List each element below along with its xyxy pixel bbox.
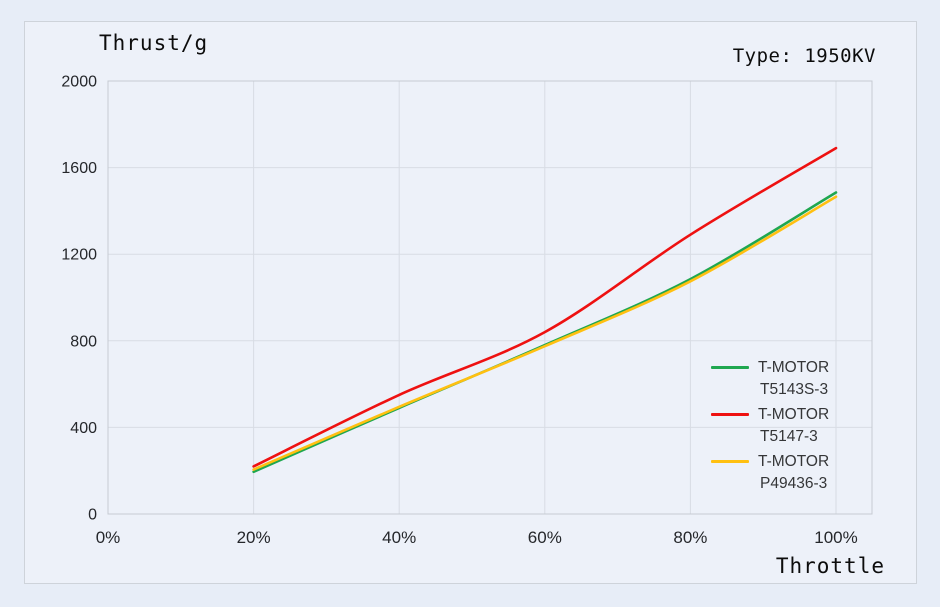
plot-border (107, 80, 873, 515)
y-tick-label: 800 (70, 333, 97, 350)
x-tick-label: 40% (382, 528, 416, 547)
motor-type-label: Type: 1950KV (732, 45, 876, 67)
y-tick-label: 1600 (61, 160, 97, 177)
legend-swatch (711, 366, 749, 369)
legend-swatch (711, 460, 749, 463)
y-tick-label: 2000 (61, 74, 97, 91)
legend: T-MOTOR T5143S-3 T-MOTOR T5147-3 T-MOTOR P494… (711, 357, 829, 498)
legend-label-line1: T-MOTOR (758, 453, 830, 470)
legend-label-line2: P49436-3 (760, 475, 828, 492)
x-tick-label: 100% (814, 528, 857, 547)
legend-item: T-MOTOR T5143S-3 (711, 357, 829, 401)
x-tick-label: 80% (673, 528, 707, 547)
x-axis-label: Throttle (775, 554, 885, 578)
series-line-p49436-3 (252, 195, 838, 471)
series-line-t5147-3 (252, 146, 838, 468)
x-tick-label: 0% (96, 528, 121, 547)
legend-label: T-MOTOR P49436-3 (758, 451, 829, 495)
legend-item: T-MOTOR P49436-3 (711, 451, 829, 495)
legend-label-line1: T-MOTOR (758, 359, 830, 376)
legend-label-line1: T-MOTOR (758, 406, 830, 423)
y-tick-label: 1200 (61, 247, 97, 264)
chart-title: Thrust/g (99, 31, 209, 55)
legend-label-line2: T5147-3 (760, 428, 818, 445)
y-tick-label: 400 (70, 420, 97, 437)
y-tick-label: 0 (88, 507, 97, 524)
chart-panel (24, 21, 917, 584)
x-tick-label: 20% (237, 528, 271, 547)
legend-label-line2: T5143S-3 (760, 381, 829, 398)
legend-label: T-MOTOR T5143S-3 (758, 357, 829, 401)
legend-swatch (711, 413, 749, 416)
legend-item: T-MOTOR T5147-3 (711, 404, 829, 448)
legend-label: T-MOTOR T5147-3 (758, 404, 829, 448)
x-tick-label: 60% (528, 528, 562, 547)
